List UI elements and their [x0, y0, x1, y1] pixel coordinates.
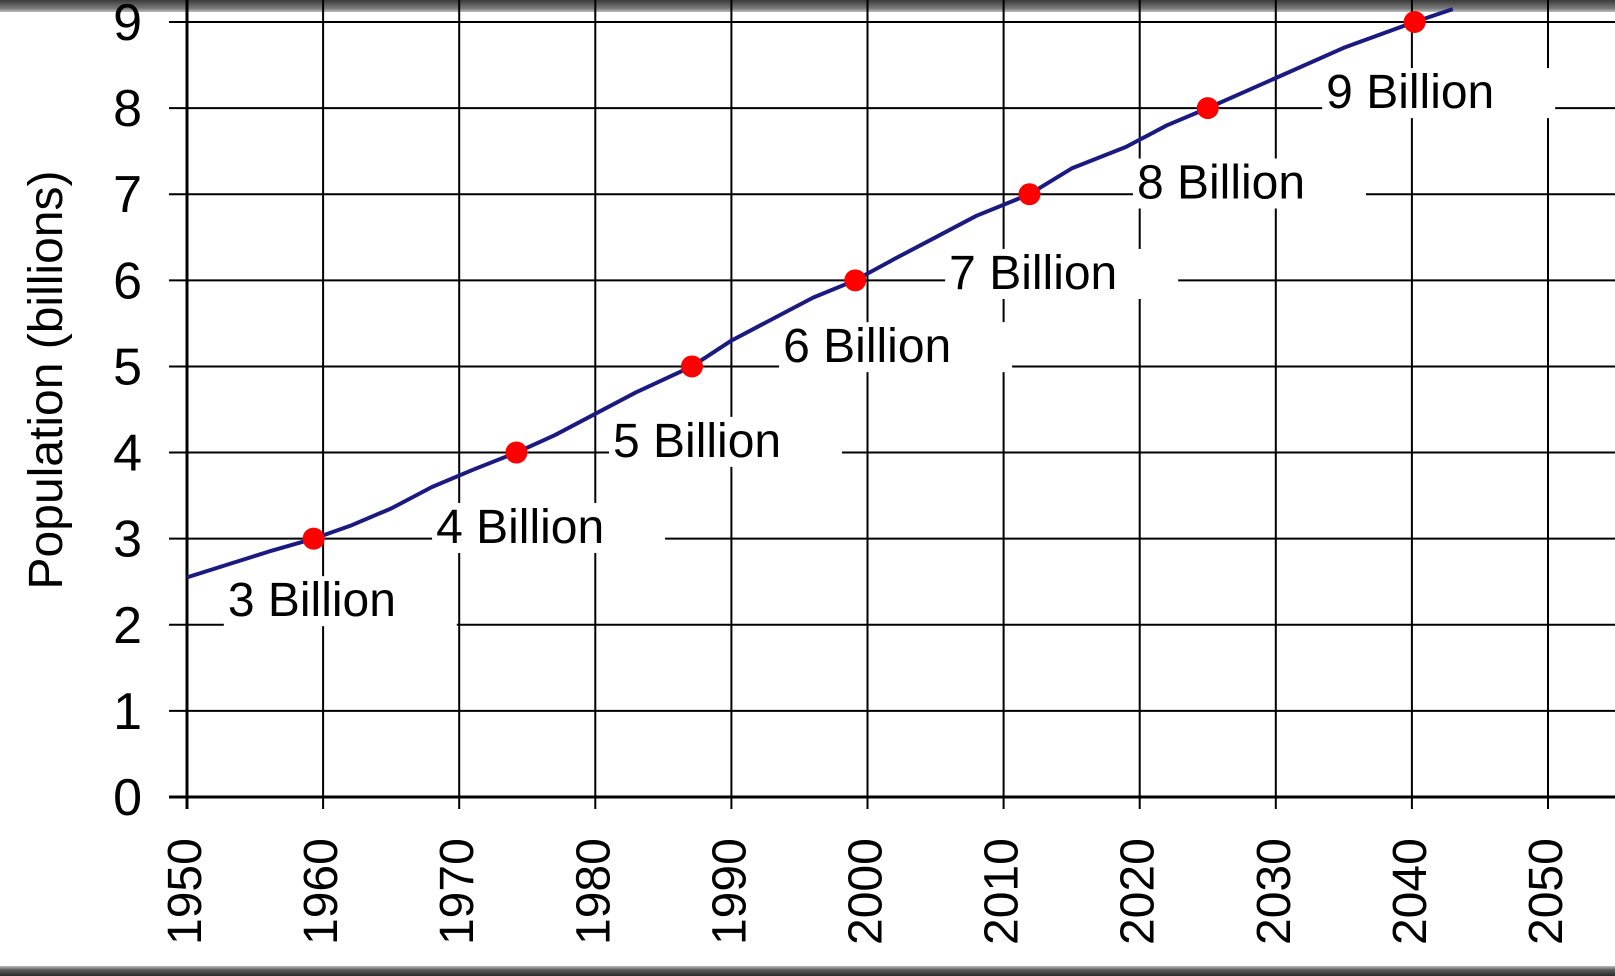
milestone-label-0: 3 Billion	[228, 574, 396, 627]
milestone-marker-0	[303, 528, 325, 550]
y-tick-label-3: 3	[113, 511, 142, 569]
x-tick-label-1970: 1970	[431, 838, 484, 945]
x-tick-label-1990: 1990	[703, 838, 756, 945]
y-tick-label-8: 8	[113, 80, 142, 138]
x-tick-label-2000: 2000	[840, 838, 893, 945]
milestone-label-4: 7 Billion	[949, 247, 1117, 300]
milestone-label-2: 5 Billion	[613, 415, 781, 468]
milestone-label-1: 4 Billion	[436, 501, 604, 554]
y-tick-label-7: 7	[113, 166, 142, 224]
axes	[169, 0, 1615, 809]
y-tick-label-9: 9	[113, 0, 142, 52]
x-tick-label-2040: 2040	[1384, 838, 1437, 945]
milestone-label-3: 6 Billion	[783, 320, 951, 373]
x-tick-label-2030: 2030	[1248, 838, 1301, 945]
x-tick-label-1960: 1960	[295, 838, 348, 945]
milestone-label-6: 9 Billion	[1326, 66, 1494, 119]
x-tick-label-1950: 1950	[159, 838, 212, 945]
window-bottom-edge	[0, 966, 1615, 976]
x-tick-label-2020: 2020	[1112, 838, 1165, 945]
milestone-marker-1	[505, 442, 527, 464]
x-tick-label-2010: 2010	[976, 838, 1029, 945]
milestone-marker-6	[1404, 11, 1426, 33]
population-series-line	[187, 9, 1453, 577]
horizontal-gridlines	[169, 22, 1615, 797]
y-tick-label-2: 2	[113, 597, 142, 655]
milestone-marker-2	[681, 355, 703, 377]
y-tick-label-6: 6	[113, 252, 142, 310]
x-tick-label-2050: 2050	[1520, 838, 1573, 945]
y-tick-label-5: 5	[113, 338, 142, 396]
milestone-marker-5	[1197, 97, 1219, 119]
y-axis-label: Population (billions)	[20, 171, 73, 590]
milestone-label-5: 8 Billion	[1137, 157, 1305, 210]
x-tick-label-1980: 1980	[567, 838, 620, 945]
milestone-marker-3	[844, 269, 866, 291]
x-tick-labels: 1950 1960 1970 1980 1990 2000 2010 2020 2030 2040…	[159, 838, 1573, 945]
y-tick-label-1: 1	[113, 683, 142, 741]
y-tick-label-4: 4	[113, 425, 142, 483]
y-tick-labels: 0 1 2 3 4 5 6 7 8 9	[113, 0, 142, 827]
vertical-gridlines	[187, 0, 1548, 809]
y-tick-label-0: 0	[113, 769, 142, 827]
series-group	[187, 9, 1453, 577]
milestone-marker-4	[1018, 183, 1040, 205]
